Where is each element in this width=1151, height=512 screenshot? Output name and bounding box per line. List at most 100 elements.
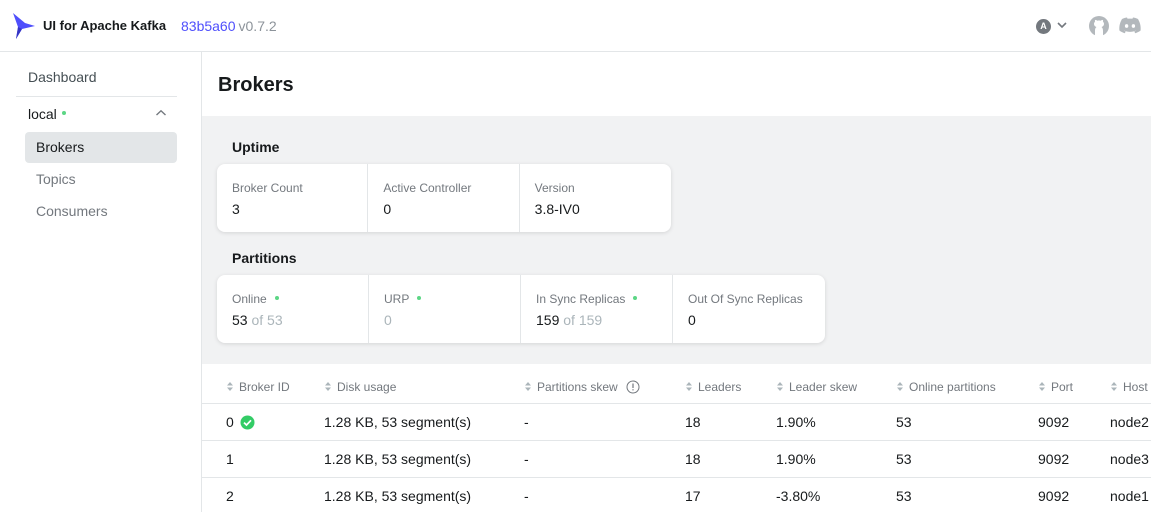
column-label: Disk usage xyxy=(337,380,397,394)
metric-card-out-of-sync-replicas: Out Of Sync Replicas 0 xyxy=(673,275,825,343)
status-dot xyxy=(633,295,638,300)
port-cell: 9092 xyxy=(1038,414,1070,430)
metric-label: URP xyxy=(384,292,422,306)
table-row[interactable]: 1 1.28 KB, 53 segment(s) - 18 1.90% 53 9… xyxy=(202,441,1151,478)
column-header-host[interactable]: Host xyxy=(1110,380,1148,394)
sort-icon xyxy=(227,382,233,392)
sort-icon xyxy=(525,382,531,392)
check-circle-icon xyxy=(240,415,255,430)
metrics-area: Uptime Broker Count 3 Active Controller … xyxy=(202,116,1151,364)
info-icon[interactable] xyxy=(626,380,640,394)
uptime-cards: Broker Count 3 Active Controller 0 Versi… xyxy=(217,164,671,232)
partitions-skew-cell: - xyxy=(524,414,529,430)
metric-value: 53 of 53 xyxy=(232,312,283,328)
sidebar-divider xyxy=(16,96,177,97)
leaders-cell: 17 xyxy=(685,488,701,504)
leader-skew-cell: 1.90% xyxy=(776,451,816,467)
table-row[interactable]: 0 1.28 KB, 53 segment(s) - 18 1.90% 53 9… xyxy=(202,404,1151,441)
commit-link[interactable]: 83b5a60 xyxy=(181,18,236,34)
column-label: Leader skew xyxy=(789,380,858,394)
column-header-broker-id[interactable]: Broker ID xyxy=(226,380,290,394)
disk-usage-cell: 1.28 KB, 53 segment(s) xyxy=(324,414,472,430)
table-header-row: Broker ID Disk usage Partitions skew Lea… xyxy=(202,364,1151,404)
chevron-up-icon[interactable] xyxy=(155,109,167,117)
sidebar: Dashboard local Brokers Topics Consumers xyxy=(0,52,202,512)
metric-card-urp: URP 0 xyxy=(369,275,521,343)
column-label: Online partitions xyxy=(909,380,996,394)
nav-dashboard[interactable]: Dashboard xyxy=(28,69,97,85)
metric-label: Version xyxy=(534,181,575,195)
leader-skew-cell: -3.80% xyxy=(776,488,821,504)
sidebar-item-consumers[interactable]: Consumers xyxy=(36,203,108,219)
column-label: Leaders xyxy=(698,380,742,394)
metric-card-online: Online 53 of 53 xyxy=(217,275,369,343)
port-cell: 9092 xyxy=(1038,451,1070,467)
online-partitions-cell: 53 xyxy=(896,414,912,430)
metric-label: In Sync Replicas xyxy=(536,292,638,306)
metric-label-text: URP xyxy=(384,292,410,306)
column-header-leaders[interactable]: Leaders xyxy=(685,380,741,394)
broker-id-link[interactable]: 0 xyxy=(226,414,234,430)
metric-value: 159 of 159 xyxy=(536,312,602,328)
column-label: Host xyxy=(1123,380,1148,394)
partitions-cards: Online 53 of 53 URP 0 In Sync Replicas 1… xyxy=(217,275,825,343)
sort-icon xyxy=(777,382,783,392)
leaders-cell: 18 xyxy=(685,414,701,430)
column-header-port[interactable]: Port xyxy=(1038,380,1073,394)
page-title: Brokers xyxy=(218,74,294,96)
metric-value-total: of 159 xyxy=(563,312,603,328)
column-header-online-partitions[interactable]: Online partitions xyxy=(896,380,996,394)
metric-value: 0 xyxy=(383,201,392,217)
column-label: Broker ID xyxy=(239,380,290,394)
top-bar: UI for Apache Kafka 83b5a60 v0.7.2 A xyxy=(0,0,1151,52)
column-header-partitions-skew[interactable]: Partitions skew xyxy=(524,380,640,395)
cluster-online-dot xyxy=(61,111,66,116)
metric-label: Online xyxy=(232,292,279,306)
metric-card-broker-count: Broker Count 3 xyxy=(217,164,369,232)
status-dot xyxy=(274,295,279,300)
sidebar-item-topics[interactable]: Topics xyxy=(36,171,76,187)
sort-icon xyxy=(897,382,903,392)
app-name[interactable]: UI for Apache Kafka xyxy=(43,18,167,33)
broker-id-cell[interactable]: 0 xyxy=(226,414,255,431)
broker-id-link[interactable]: 1 xyxy=(226,451,234,467)
metric-label-text: Online xyxy=(232,292,267,306)
main-content: Brokers Uptime Broker Count 3 Active Con… xyxy=(202,52,1151,512)
sort-icon xyxy=(1111,382,1117,392)
metric-card-in-sync-replicas: In Sync Replicas 159 of 159 xyxy=(521,275,673,343)
discord-icon[interactable] xyxy=(1118,16,1142,36)
partitions-title: Partitions xyxy=(232,250,297,266)
table-row[interactable]: 2 1.28 KB, 53 segment(s) - 17 -3.80% 53 … xyxy=(202,478,1151,512)
uptime-title: Uptime xyxy=(232,139,280,155)
leader-skew-cell: 1.90% xyxy=(776,414,816,430)
column-header-disk-usage[interactable]: Disk usage xyxy=(324,380,396,394)
online-partitions-cell: 53 xyxy=(896,451,912,467)
metric-value: 3.8-IV0 xyxy=(534,201,580,217)
metric-label: Active Controller xyxy=(383,181,472,195)
metric-value: 0 xyxy=(688,312,696,328)
sort-icon xyxy=(1039,382,1045,392)
partitions-skew-cell: - xyxy=(524,488,529,504)
cluster-name[interactable]: local xyxy=(28,106,66,122)
partitions-skew-cell: - xyxy=(524,451,529,467)
metric-label-text: In Sync Replicas xyxy=(536,292,626,306)
metric-value-number: 53 xyxy=(232,312,248,328)
cluster-label: local xyxy=(28,106,57,122)
user-menu[interactable]: A xyxy=(1036,18,1070,36)
column-header-leader-skew[interactable]: Leader skew xyxy=(776,380,857,394)
sidebar-item-brokers[interactable]: Brokers xyxy=(25,132,177,163)
metric-value-number: 159 xyxy=(536,312,560,328)
host-cell: node1 xyxy=(1110,488,1149,504)
metric-label: Broker Count xyxy=(232,181,303,195)
metric-value: 0 xyxy=(384,312,392,328)
metric-card-active-controller: Active Controller 0 xyxy=(368,164,520,232)
kafka-logo-icon[interactable] xyxy=(12,12,36,40)
disk-usage-cell: 1.28 KB, 53 segment(s) xyxy=(324,488,472,504)
port-cell: 9092 xyxy=(1038,488,1070,504)
chevron-down-icon xyxy=(1057,22,1067,29)
broker-id-link[interactable]: 2 xyxy=(226,488,234,504)
github-icon[interactable] xyxy=(1088,15,1110,37)
status-dot xyxy=(417,295,422,300)
brokers-table: Broker ID Disk usage Partitions skew Lea… xyxy=(202,364,1151,512)
sort-icon xyxy=(686,382,692,392)
